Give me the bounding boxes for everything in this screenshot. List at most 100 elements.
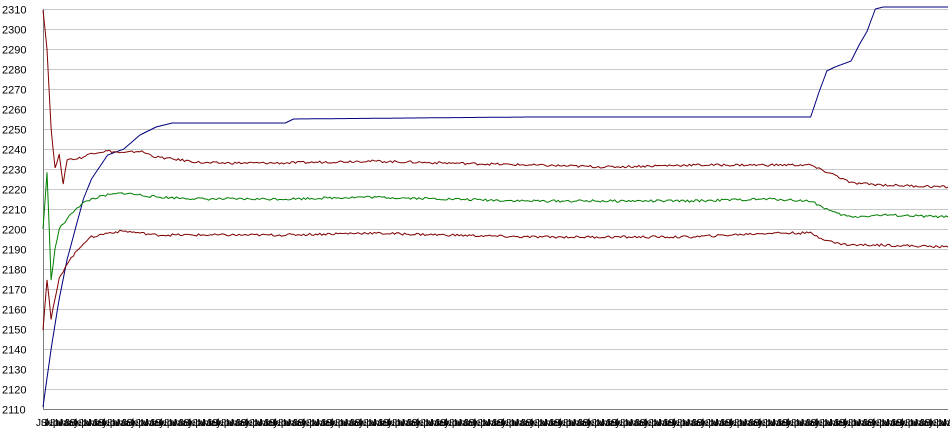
x-tick-label: Sep xyxy=(240,418,258,429)
x-tick-label: Nov xyxy=(787,418,805,429)
x-tick-label: May xyxy=(630,418,649,429)
y-tick-label: 2140 xyxy=(2,345,26,357)
x-tick-label: Nov xyxy=(815,418,833,429)
x-tick-label: Jan xyxy=(250,418,266,429)
x-tick-label: Nov xyxy=(473,418,491,429)
x-tick-label: Jul xyxy=(635,418,648,429)
y-tick-label: 2180 xyxy=(2,265,26,277)
x-tick-label: May xyxy=(117,418,136,429)
x-tick-label: Jan xyxy=(734,418,750,429)
x-tick-label: May xyxy=(459,418,478,429)
x-tick-label: Jul xyxy=(692,418,705,429)
y-tick-label: 2170 xyxy=(2,285,26,297)
x-tick-label: Nov xyxy=(302,418,320,429)
x-tick-label: Jul xyxy=(236,418,249,429)
x-tick-label: May xyxy=(288,418,307,429)
x-tick-label: May xyxy=(744,418,763,429)
x-tick-label: Sep xyxy=(497,418,515,429)
y-tick-label: 2260 xyxy=(2,105,26,117)
x-tick-label: May xyxy=(174,418,193,429)
x-tick-label: Sep xyxy=(98,418,116,429)
x-tick-label: Jan xyxy=(934,418,950,429)
x-tick-label: Mar xyxy=(397,418,415,429)
x-tick-label: Jan xyxy=(421,418,437,429)
x-tick-label: Mar xyxy=(796,418,814,429)
x-tick-label: Jan xyxy=(449,418,465,429)
x-tick-label: Jan xyxy=(592,418,608,429)
x-tick-label: Mar xyxy=(426,418,444,429)
x-tick-label: May xyxy=(60,418,79,429)
x-tick-label: Mar xyxy=(739,418,757,429)
x-tick-label: Jan xyxy=(506,418,522,429)
x-tick-label: May xyxy=(345,418,364,429)
x-tick-label: Jan xyxy=(307,418,323,429)
x-tick-label: Nov xyxy=(929,418,947,429)
x-tick-label: Nov xyxy=(245,418,263,429)
x-tick-label: Sep xyxy=(753,418,771,429)
x-tick-label: Mar xyxy=(568,418,586,429)
grid-lines xyxy=(43,9,948,410)
x-tick-label: May xyxy=(88,418,107,429)
x-tick-label: Sep xyxy=(668,418,686,429)
x-tick-label: Jan xyxy=(620,418,636,429)
x-tick-label: Jul xyxy=(321,418,334,429)
x-tick-label: Mar xyxy=(825,418,843,429)
x-tick-label: Sep xyxy=(896,418,914,429)
x-tick-label: May xyxy=(915,418,934,429)
x-tick-label: Sep xyxy=(269,418,287,429)
series-line-3 xyxy=(42,172,949,281)
x-tick-label: Jul xyxy=(777,418,790,429)
x-tick-label: Sep xyxy=(297,418,315,429)
x-tick-label: Jul xyxy=(378,418,391,429)
x-tick-label: Sep xyxy=(782,418,800,429)
x-tick-label: May xyxy=(259,418,278,429)
x-tick-label: Jul xyxy=(464,418,477,429)
x-tick-label: Jan xyxy=(649,418,665,429)
x-tick-label: Mar xyxy=(369,418,387,429)
x-tick-label: Jul xyxy=(150,418,163,429)
x-tick-label: Jul xyxy=(407,418,420,429)
series-lines xyxy=(42,6,949,408)
x-tick-label: Jul xyxy=(350,418,363,429)
series-line-2 xyxy=(42,10,949,189)
x-tick-label: Mar xyxy=(112,418,130,429)
x-tick-label: May xyxy=(715,418,734,429)
x-tick-label: Mar xyxy=(939,418,950,429)
x-tick-label: Sep xyxy=(725,418,743,429)
series-line-4 xyxy=(42,229,949,331)
x-tick-label: Mar xyxy=(853,418,871,429)
x-tick-label: Jul xyxy=(863,418,876,429)
x-tick-label: May xyxy=(373,418,392,429)
x-tick-label: May xyxy=(943,418,950,429)
x-tick-label: Nov xyxy=(103,418,121,429)
x-tick-label: Nov xyxy=(644,418,662,429)
x-tick-label: Mar xyxy=(910,418,928,429)
x-tick-label: Jan xyxy=(107,418,123,429)
x-tick-label: Jul xyxy=(65,418,78,429)
x-tick-label: Nov xyxy=(616,418,634,429)
x-tick-label: Jul xyxy=(663,418,676,429)
x-tick-label: May xyxy=(772,418,791,429)
x-tick-label: Jan xyxy=(877,418,893,429)
x-tick-label: Mar xyxy=(226,418,244,429)
x-tick-label: May xyxy=(601,418,620,429)
x-tick-label: Nov xyxy=(758,418,776,429)
x-tick-label: Sep xyxy=(696,418,714,429)
x-tick-label: Jan xyxy=(706,418,722,429)
x-tick-label: Mar xyxy=(454,418,472,429)
x-tick-label: Jul xyxy=(293,418,306,429)
x-tick-label: May xyxy=(544,418,563,429)
x-tick-label: Jul xyxy=(920,418,933,429)
x-tick-label: Mar xyxy=(682,418,700,429)
y-tick-label: 2310 xyxy=(2,5,26,17)
x-tick-label: Sep xyxy=(867,418,885,429)
x-tick-label: Mar xyxy=(84,418,102,429)
x-tick-label: Mar xyxy=(540,418,558,429)
x-tick-label: Nov xyxy=(131,418,149,429)
x-tick-label: Jul xyxy=(122,418,135,429)
x-tick-label: Sep xyxy=(183,418,201,429)
x-tick-label: Jul xyxy=(207,418,220,429)
y-tick-labels: 2110 2120 2130 2140 2150 2160 2170 2180 2190 2200… xyxy=(2,5,26,417)
y-tick-label: 2280 xyxy=(2,65,26,77)
